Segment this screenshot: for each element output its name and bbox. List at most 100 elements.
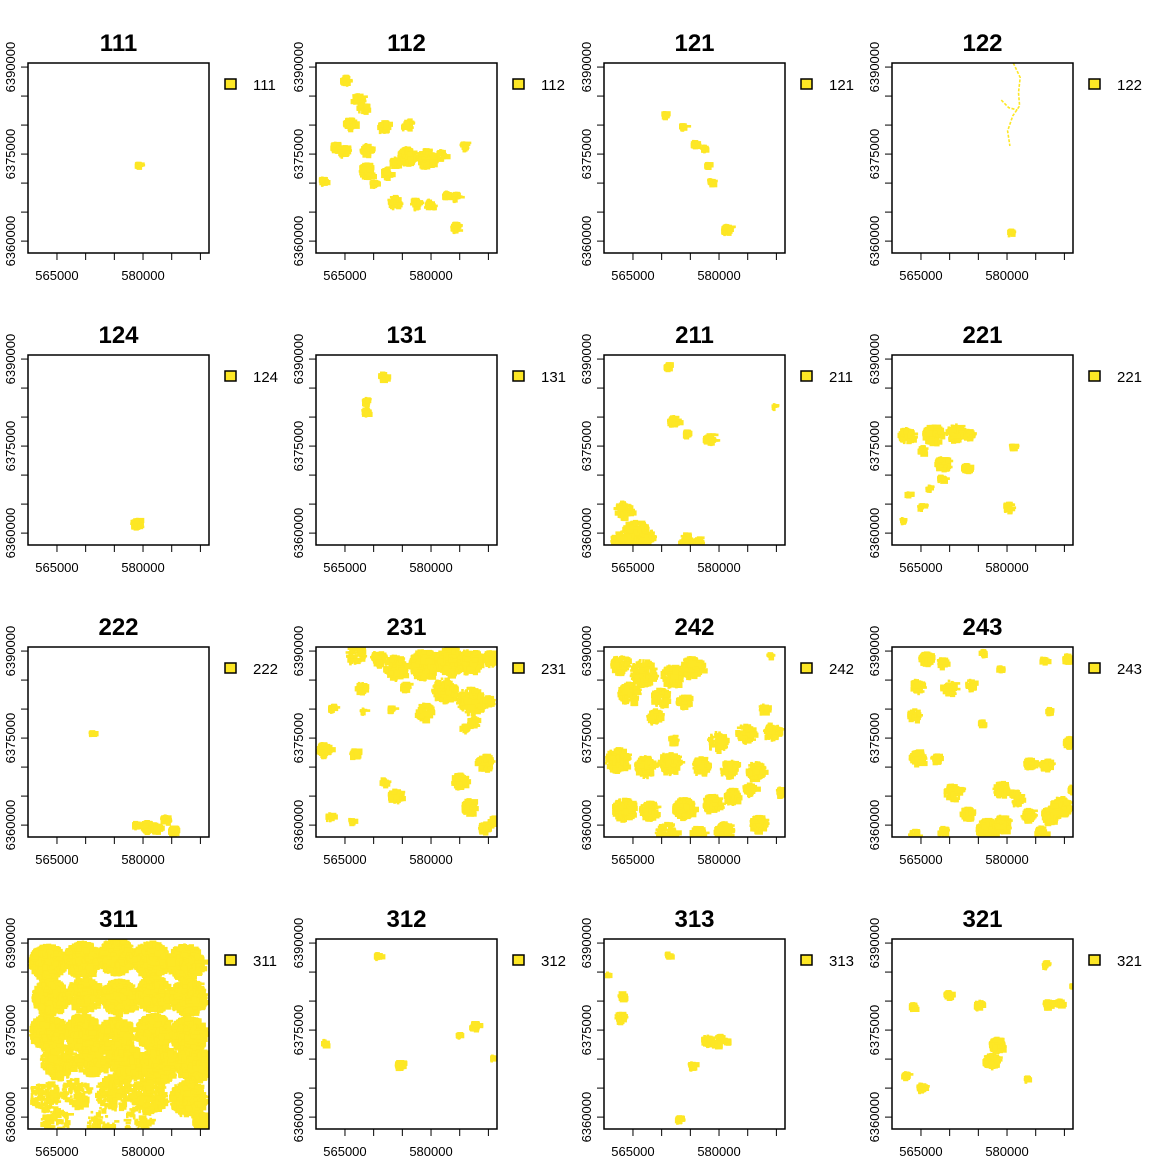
raster-cell [135,163,139,166]
raster-cell [918,505,924,509]
raster-cell [451,666,457,669]
raster-cell [362,103,371,109]
plot-frame [27,354,210,546]
raster-cell [346,121,349,127]
y-tick-label: 6360000 [867,216,882,267]
raster-cell [350,655,354,659]
raster-cell [361,108,364,115]
plot-frame [603,62,786,254]
raster-cell [954,438,961,444]
raster-cell [356,94,359,100]
raster-cell [662,112,668,115]
raster-cell [408,147,411,151]
raster-cell [922,435,931,441]
raster-cell [450,657,453,660]
raster-cluster [442,190,454,201]
raster-cell [1004,503,1010,506]
raster-cell [955,428,959,434]
raster-cell [430,153,438,156]
raster-cell [721,228,724,234]
raster-cell [466,666,472,672]
raster-cell [354,99,358,103]
raster-cell [642,531,648,534]
raster-cell [907,493,910,497]
raster-cell [695,539,702,545]
raster-cell [398,160,406,164]
y-tick-label: 6360000 [3,508,18,559]
x-tick-label: 565000 [323,268,366,283]
raster-cell [448,672,452,676]
raster-cell [693,141,702,147]
raster-cluster [904,491,915,499]
raster-cell [392,194,398,198]
raster-cell [417,653,424,656]
raster-cell [338,146,347,152]
raster-cell [957,430,965,433]
raster-cell [339,150,343,154]
raster-cell [367,151,370,154]
raster-cell [443,671,449,675]
raster-cell [620,516,624,519]
raster-cell [686,432,692,438]
raster-cell [615,535,621,541]
raster-cell [382,122,385,128]
raster-cell [394,664,400,670]
raster-cell [686,545,689,550]
raster-cell [965,468,972,474]
raster-cell [343,122,349,128]
x-tick-label: 565000 [323,560,366,575]
raster-cell [707,438,715,441]
legend-swatch [1088,370,1101,382]
raster-cell [357,648,363,654]
raster-cell [437,658,443,664]
raster-cell [683,430,689,434]
raster-cell [951,424,954,428]
raster-cell [404,663,410,670]
raster-cluster [661,111,671,121]
raster-cluster [378,371,392,384]
x-tick-label: 565000 [35,268,78,283]
raster-cell [615,547,620,552]
raster-cell [698,549,703,552]
raster-cell [356,105,359,111]
raster-cell [938,432,946,435]
raster-cell [131,523,134,529]
raster-cell [429,204,432,210]
raster-cell [408,664,412,668]
raster-cell [389,196,396,199]
raster-cell [619,545,624,550]
raster-cluster [707,178,718,188]
raster-cell [961,466,967,472]
raster-cell [397,158,406,162]
raster-cell [922,449,928,455]
raster-cell [439,668,442,671]
raster-cell [934,430,938,434]
x-tick-label: 565000 [611,560,654,575]
panel-title: 111 [100,30,137,57]
y-tick-label: 6390000 [291,334,306,385]
x-tick-label: 580000 [121,268,164,283]
raster-cell [402,659,405,663]
raster-cell [418,154,422,158]
raster-cell [448,660,457,663]
raster-cell [464,658,472,662]
raster-cell [355,658,359,662]
legend-swatch [224,78,237,90]
raster-cell [692,549,695,552]
raster-cluster [721,223,736,237]
raster-cell [371,653,377,659]
raster-cell [378,128,382,135]
raster-cell [414,672,423,676]
raster-cluster [897,427,919,445]
raster-cell [649,536,655,539]
raster-cell [904,434,910,440]
raster-cell [475,651,481,655]
raster-cell [359,659,362,663]
raster-cluster [424,198,438,211]
raster-cluster [361,407,373,418]
raster-cluster [925,484,935,493]
raster-cell [690,541,694,545]
raster-cell [365,410,369,413]
raster-cell [378,374,381,378]
